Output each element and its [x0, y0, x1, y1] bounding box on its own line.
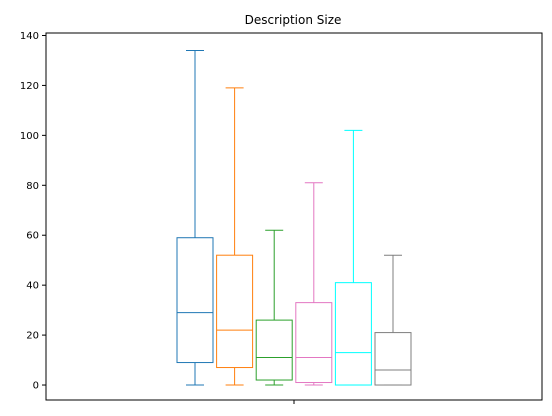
y-tick-label-6: 120 — [20, 81, 39, 92]
plot-frame — [45, 32, 543, 401]
y-tick-label-5: 100 — [20, 131, 39, 142]
y-tick-label-4: 80 — [26, 181, 39, 192]
y-tick-label-0: 0 — [33, 381, 39, 392]
y-tick-label-2: 40 — [26, 281, 39, 292]
y-tick-label-7: 140 — [20, 31, 39, 42]
boxes-layer — [176, 49, 412, 386]
y-tick-label-1: 20 — [26, 331, 39, 342]
y-axis: 0 20 40 60 80 100 120 140 — [20, 31, 46, 392]
box-3 — [295, 182, 333, 386]
box-1 — [216, 87, 254, 386]
box-2 — [255, 229, 293, 386]
box-0 — [176, 49, 214, 386]
box-4-iqr — [334, 282, 372, 386]
box-0-iqr — [176, 237, 214, 364]
box-3-iqr — [295, 302, 333, 384]
box-2-iqr — [255, 319, 293, 381]
box-4 — [334, 129, 372, 386]
box-5-iqr — [374, 332, 412, 386]
box-5 — [374, 254, 412, 386]
chart-title: Description Size — [245, 13, 342, 27]
y-tick-label-3: 60 — [26, 231, 39, 242]
box-1-iqr — [216, 254, 254, 369]
